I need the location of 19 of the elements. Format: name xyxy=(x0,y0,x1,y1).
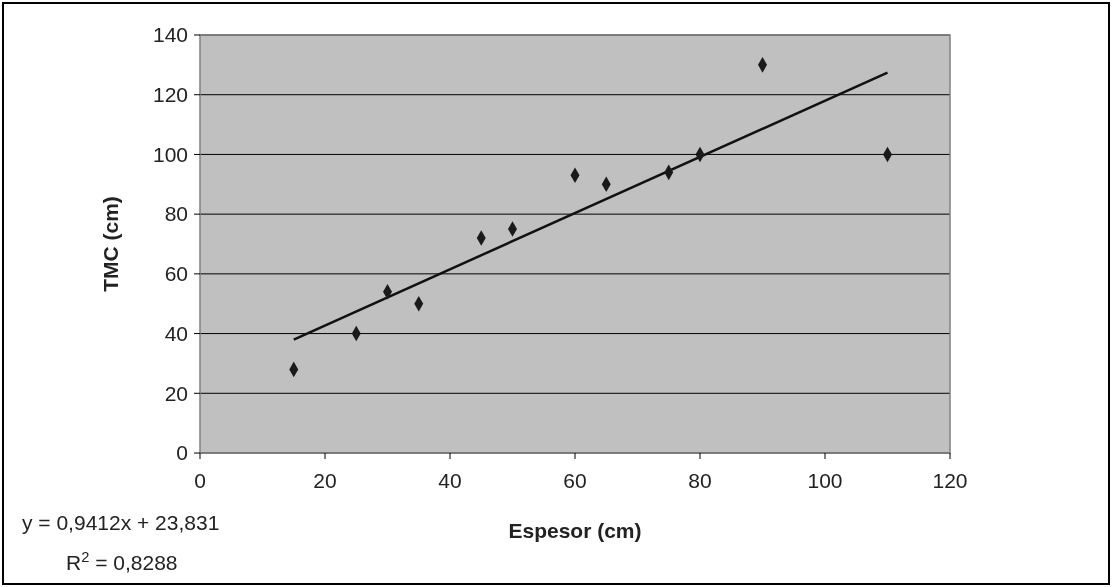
x-tick-label: 80 xyxy=(688,469,712,492)
y-tick-label: 60 xyxy=(164,262,188,286)
y-tick-label: 20 xyxy=(164,381,188,405)
x-axis-title: Espesor (cm) xyxy=(508,519,642,542)
x-tick-label: 40 xyxy=(438,469,462,492)
y-tick-label: 120 xyxy=(152,83,188,107)
y-tick-label: 40 xyxy=(164,321,188,345)
x-tick-label: 100 xyxy=(807,469,843,492)
x-tick-label: 60 xyxy=(563,469,587,492)
y-tick-label: 100 xyxy=(152,142,188,166)
text: y = 0,9412x + 23,831 xyxy=(22,511,220,534)
y-tick-label: 0 xyxy=(176,441,188,465)
y-axis-title: TMC (cm) xyxy=(99,196,122,292)
x-tick-label: 120 xyxy=(932,469,968,492)
text: R$^{2}$ = 0,8288 xyxy=(66,549,178,574)
y-tick-label: 80 xyxy=(164,202,188,226)
y-tick-label: 140 xyxy=(152,23,188,47)
x-tick-label: 0 xyxy=(194,469,206,492)
x-tick-label: 20 xyxy=(313,469,337,492)
